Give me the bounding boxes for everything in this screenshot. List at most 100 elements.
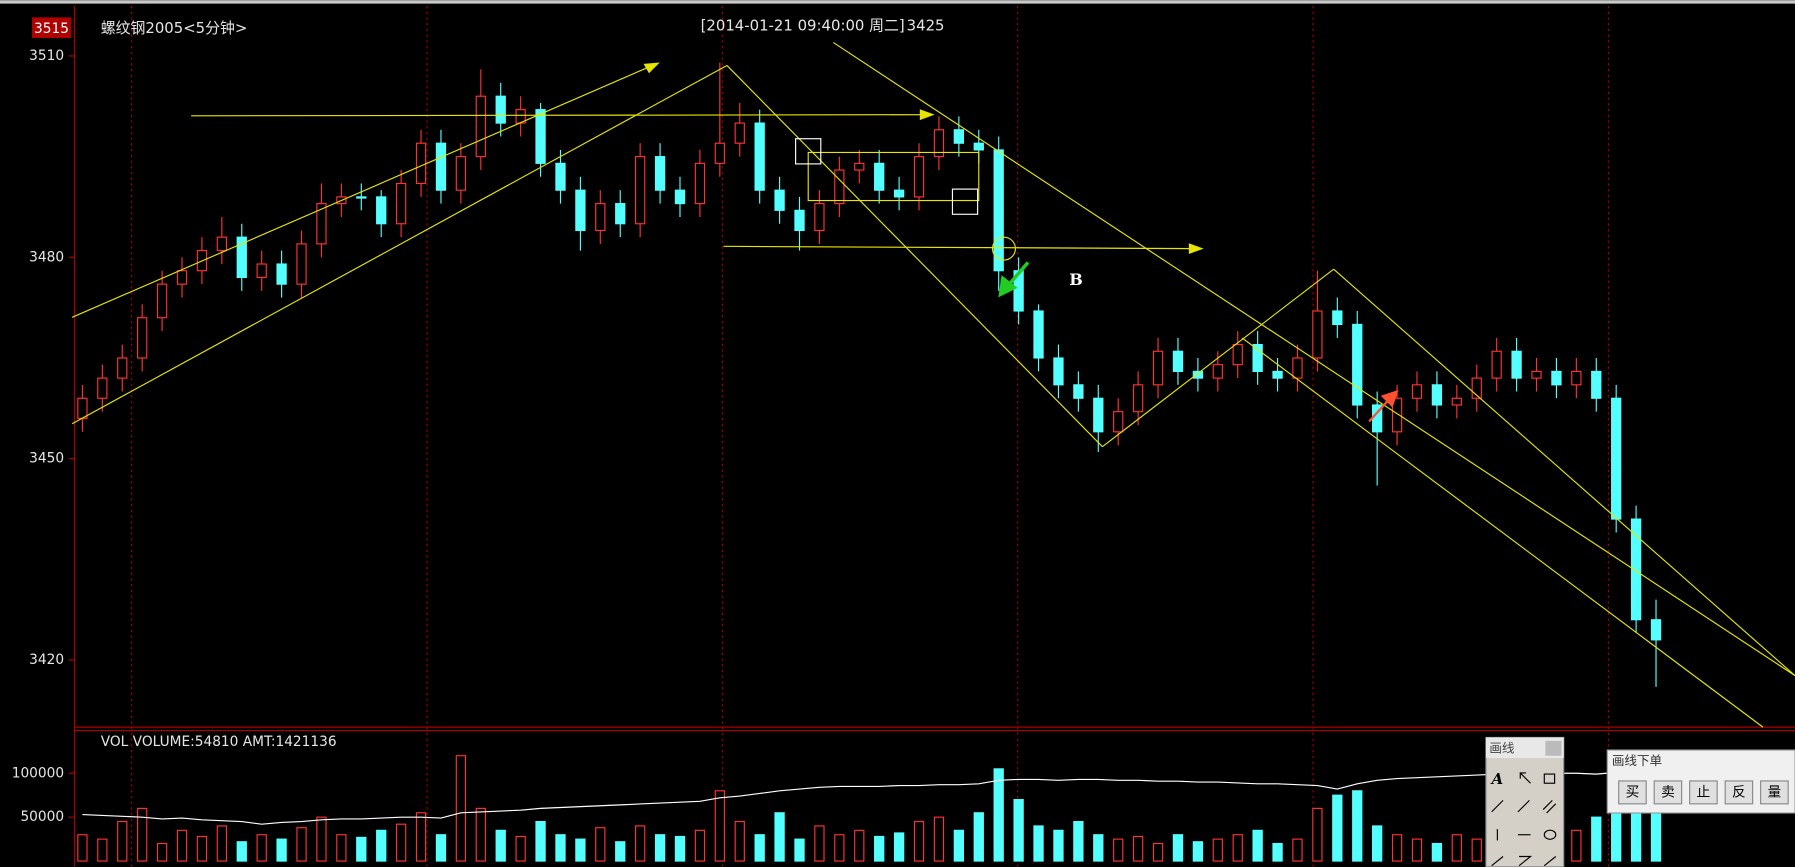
candle-body: [754, 122, 765, 191]
volume-bar: [117, 820, 128, 862]
volume-bar: [1053, 829, 1064, 862]
volume-bar: [1013, 799, 1024, 862]
candle-body: [933, 129, 945, 158]
volume-bar: [1352, 790, 1363, 862]
volume-bar: [754, 834, 765, 862]
day-separators: [131, 5, 1609, 867]
volume-bar: [276, 838, 287, 862]
volume-bar: [1372, 825, 1383, 862]
order-button[interactable]: [1760, 780, 1789, 805]
volume-bar: [97, 838, 108, 862]
candle-body: [874, 162, 885, 191]
candle-body: [356, 196, 367, 199]
text-tool[interactable]: A: [1490, 770, 1504, 788]
volume-bar: [794, 838, 805, 862]
volume-bar: [296, 827, 307, 862]
order-button-label: 止: [1697, 784, 1711, 800]
candle-body: [674, 189, 686, 205]
candle-body: [953, 129, 965, 144]
candle-body: [1332, 310, 1343, 325]
candle-body: [993, 149, 1004, 272]
volume-tick-label: 50000: [20, 809, 64, 825]
candle-body: [1093, 397, 1104, 433]
volume-bar: [1252, 829, 1263, 862]
candle-body: [1650, 619, 1662, 641]
volume-bar: [893, 832, 905, 862]
volume-bar: [933, 816, 945, 862]
volume-bar: [256, 834, 267, 862]
candle-body: [635, 156, 646, 225]
order-button[interactable]: [1724, 780, 1754, 805]
volume-bar: [435, 834, 447, 862]
order-button[interactable]: [1689, 780, 1718, 805]
volume-bar: [415, 812, 427, 862]
order-button[interactable]: [1618, 780, 1647, 805]
instrument-title: 螺纹钢2005<5分钟>: [101, 19, 248, 37]
volume-bar: [376, 829, 387, 862]
volume-bar: [654, 834, 666, 862]
candle-body: [435, 142, 447, 191]
volume-bar: [973, 812, 984, 862]
candle-body: [694, 162, 706, 205]
volume-bar: [156, 842, 168, 862]
candle-body: [1411, 384, 1423, 399]
candle-body: [1451, 397, 1462, 406]
candle-body: [97, 377, 108, 399]
volume-bar: [714, 790, 725, 862]
candle-body: [1132, 384, 1144, 413]
y-tick-label: 3480: [29, 249, 64, 265]
volume-bar: [1033, 825, 1044, 862]
cursor-time: [2014-01-21 09:40:00 周二]: [701, 17, 905, 35]
volume-bar: [694, 829, 706, 862]
candle-body: [415, 142, 427, 185]
candle-body: [236, 236, 247, 279]
volume-bar: [635, 825, 646, 862]
candle-body: [1611, 397, 1622, 520]
y-tick-label: 3510: [29, 48, 64, 64]
volume-bar: [834, 834, 845, 862]
tool-icons[interactable]: [1491, 772, 1557, 867]
y-tick-label: 3450: [29, 451, 64, 467]
close-button[interactable]: [1545, 740, 1562, 756]
candle-body: [376, 196, 387, 225]
candle-body: [1033, 310, 1044, 359]
volume-bar: [1391, 834, 1403, 862]
candle-body: [1630, 518, 1642, 621]
candle-body: [1312, 310, 1323, 359]
candle-body: [316, 203, 327, 245]
candle-body: [913, 156, 925, 198]
candle-body: [1431, 384, 1443, 406]
volume-bar: [1172, 834, 1184, 862]
volume-bar: [1292, 838, 1303, 862]
volume-bar: [196, 835, 208, 862]
volume-bar: [734, 820, 745, 862]
volume-tick-label: 100000: [12, 765, 64, 781]
volume-bar: [395, 823, 407, 862]
volume-bar: [1312, 807, 1323, 862]
candle-body: [1212, 364, 1223, 379]
candle-body: [814, 203, 825, 232]
candle-body: [893, 189, 905, 198]
candle-body: [1511, 350, 1522, 379]
volume-bar: [993, 768, 1004, 862]
volume-bar: [814, 825, 825, 862]
candle-body: [595, 203, 606, 232]
red-arrow: [1368, 389, 1399, 423]
volume-bar: [1152, 842, 1164, 862]
marks: 3420 3450 3480 3510 50000 100000: [12, 48, 1662, 862]
candle-body: [1491, 350, 1502, 379]
candle-body: [1172, 350, 1184, 372]
volume-bar: [356, 836, 367, 862]
volume-bar: [1411, 838, 1423, 862]
volume-bar: [1232, 834, 1243, 862]
volume-bar: [236, 841, 247, 862]
draw-toolbar: 画线 A: [1485, 736, 1565, 867]
volume-bar: [1650, 807, 1662, 862]
volume-bar: [316, 816, 327, 862]
candle-body: [1292, 357, 1303, 379]
volume-bar: [595, 827, 606, 862]
annotation: B: [1069, 270, 1083, 289]
order-button[interactable]: [1653, 780, 1683, 805]
candle-body: [495, 95, 506, 124]
candle-body: [156, 283, 168, 319]
